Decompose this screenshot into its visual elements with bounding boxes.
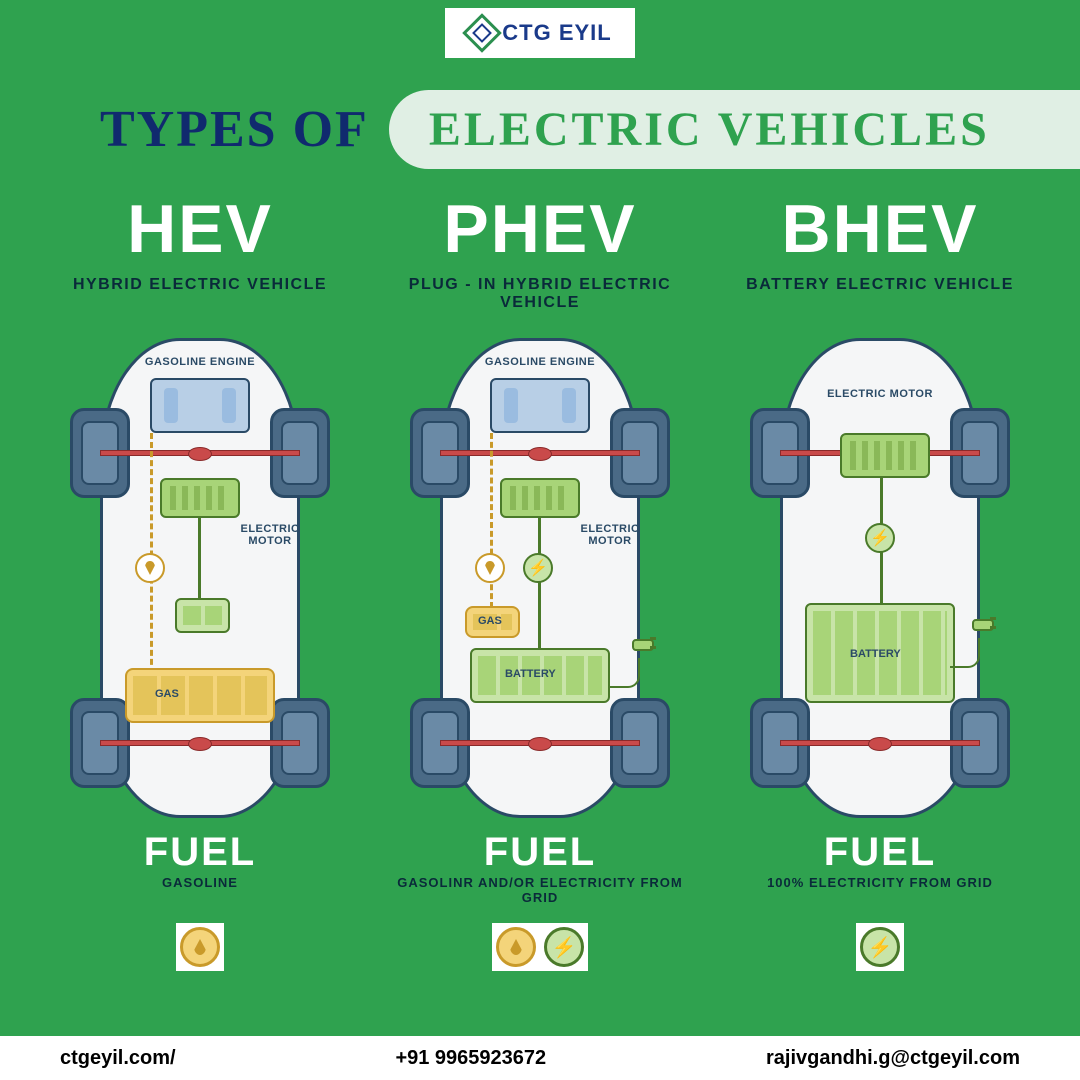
bolt-icon: ⚡ (523, 553, 553, 583)
electric-motor-icon (160, 478, 240, 518)
vehicle-fullname: HYBRID ELECTRIC VEHICLE (40, 276, 360, 318)
oil-icon (180, 927, 220, 967)
title-row: TYPES OF ELECTRIC VEHICLES (0, 90, 1080, 169)
car-diagram: GASOLINE ENGINE ELECTRIC MOTOR GAS (70, 338, 330, 818)
oil-drop-icon (475, 553, 505, 583)
car-diagram: GASOLINE ENGINE ELECTRIC MOTOR ⚡ GAS BATTERY (410, 338, 670, 818)
fuel-subtitle: 100% ELECTRICITY FROM GRID (720, 875, 1040, 909)
title-pill: ELECTRIC VEHICLES (389, 90, 1080, 169)
gas-label: GAS (155, 688, 179, 700)
logo-diamond-icon (462, 13, 502, 53)
gas-tank-icon (125, 668, 275, 723)
vehicle-columns: HEV HYBRID ELECTRIC VEHICLE GASOLINE ENGIN… (0, 190, 1080, 971)
axle-front (440, 450, 640, 456)
fuel-header: FUEL (380, 830, 700, 875)
title-main: ELECTRIC VEHICLES (429, 102, 1040, 157)
axle-rear (440, 740, 640, 746)
vehicle-fullname: PLUG - IN HYBRID ELECTRIC VEHICLE (380, 276, 700, 318)
engine-icon (150, 378, 250, 433)
oil-icon (496, 927, 536, 967)
electric-icon: ⚡ (544, 927, 584, 967)
plug-wire (950, 638, 980, 668)
logo: CTG EYIL (445, 8, 635, 58)
motor-label: ELECTRIC MOTOR (750, 388, 1010, 400)
engine-icon (490, 378, 590, 433)
battery-icon (175, 598, 230, 633)
axle-rear (780, 740, 980, 746)
electric-icon: ⚡ (860, 927, 900, 967)
logo-text: CTG EYIL (502, 20, 611, 46)
motor-label: ELECTRIC MOTOR (575, 523, 645, 547)
vehicle-col-phev: PHEV PLUG - IN HYBRID ELECTRIC VEHICLE GAS… (380, 190, 700, 971)
fuel-subtitle: GASOLINE (40, 875, 360, 909)
vehicle-abbr: BHEV (720, 190, 1040, 268)
bolt-icon: ⚡ (865, 523, 895, 553)
fuel-subtitle: GASOLINR AND/OR ELECTRICITY FROM GRID (380, 875, 700, 909)
footer-email: rajivgandhi.g@ctgeyil.com (766, 1047, 1020, 1070)
fuel-header: FUEL (720, 830, 1040, 875)
title-prefix: TYPES OF (0, 100, 389, 159)
axle-rear (100, 740, 300, 746)
electric-line (538, 518, 541, 648)
vehicle-abbr: PHEV (380, 190, 700, 268)
battery-label: BATTERY (850, 648, 901, 660)
footer: ctgeyil.com/ +91 9965923672 rajivgandhi.… (0, 1036, 1080, 1080)
car-diagram: ELECTRIC MOTOR ⚡ BATTERY (750, 338, 1010, 818)
axle-front (100, 450, 300, 456)
plug-icon (632, 633, 662, 653)
vehicle-fullname: BATTERY ELECTRIC VEHICLE (720, 276, 1040, 318)
engine-label: GASOLINE ENGINE (410, 356, 670, 368)
electric-motor-icon (840, 433, 930, 478)
vehicle-col-bhev: BHEV BATTERY ELECTRIC VEHICLE ELECTRIC MOT… (720, 190, 1040, 971)
gas-label: GAS (478, 615, 502, 627)
fuel-icons (40, 923, 360, 971)
engine-label: GASOLINE ENGINE (70, 356, 330, 368)
battery-label: BATTERY (505, 668, 556, 680)
fuel-header: FUEL (40, 830, 360, 875)
fuel-icons: ⚡ (720, 923, 1040, 971)
fuel-icons: ⚡ (380, 923, 700, 971)
footer-phone: +91 9965923672 (395, 1047, 546, 1070)
footer-site: ctgeyil.com/ (60, 1047, 176, 1070)
vehicle-col-hev: HEV HYBRID ELECTRIC VEHICLE GASOLINE ENGIN… (40, 190, 360, 971)
infographic-page: CTG EYIL TYPES OF ELECTRIC VEHICLES HEVH… (0, 0, 1080, 1080)
vehicle-abbr: HEV (40, 190, 360, 268)
motor-label: ELECTRIC MOTOR (235, 523, 305, 547)
oil-drop-icon (135, 553, 165, 583)
plug-wire (610, 658, 640, 688)
electric-line (198, 518, 201, 598)
plug-icon (972, 613, 1002, 633)
electric-motor-icon (500, 478, 580, 518)
